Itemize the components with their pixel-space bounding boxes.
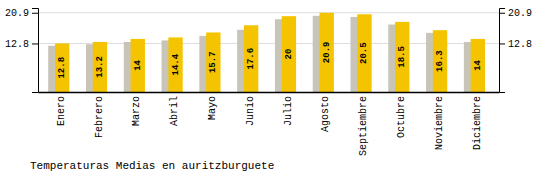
bars xyxy=(48,13,485,92)
data-label: 12.8 xyxy=(57,57,67,79)
axis-line xyxy=(500,9,506,93)
tick-label: Mayo xyxy=(207,96,218,120)
data-label: 13.2 xyxy=(95,56,105,78)
series xyxy=(48,16,472,92)
tick: Enero xyxy=(56,92,67,126)
data-label: 20.9 xyxy=(322,42,332,64)
tick: Marzo xyxy=(131,92,142,126)
tick: 12.8 xyxy=(499,39,532,50)
bar xyxy=(282,16,296,92)
tick: Noviembre xyxy=(434,92,445,150)
data-label: 17.6 xyxy=(246,48,256,70)
bar xyxy=(357,14,371,92)
tick-mark xyxy=(32,43,38,44)
tick-mark xyxy=(32,13,38,14)
bar xyxy=(206,32,220,92)
bar xyxy=(320,13,334,92)
tick-label: Septiembre xyxy=(358,96,369,156)
tick-label: 20.9 xyxy=(5,8,29,19)
tick: Febrero xyxy=(94,92,105,138)
tick: Mayo xyxy=(207,92,218,120)
axis-line xyxy=(32,9,39,93)
tick-label: Enero xyxy=(56,96,67,126)
data-label: 18.5 xyxy=(397,46,407,68)
x-axis: Enero Febrero Marzo Abril Mayo Junio Julio Agos… xyxy=(39,92,500,156)
tick-label: Junio xyxy=(245,96,256,126)
tick: Diciembre xyxy=(472,92,483,150)
tick-label: Marzo xyxy=(131,96,142,126)
tick: 12.8 xyxy=(5,39,38,50)
y-axis: 12.8 20.9 xyxy=(5,8,39,92)
data-label: 20.5 xyxy=(359,42,369,64)
tick: Junio xyxy=(245,92,256,126)
tick: Agosto xyxy=(320,92,331,132)
bar xyxy=(168,37,182,92)
tick-label: 12.8 xyxy=(5,39,29,50)
bar xyxy=(131,39,145,92)
tick: Octubre xyxy=(396,92,407,138)
title: Temperaturas Medias en auritzburguete xyxy=(30,160,274,172)
tick-label: Julio xyxy=(283,96,294,126)
grid-line xyxy=(38,12,499,13)
bar xyxy=(395,22,409,92)
tick: Abril xyxy=(169,92,180,126)
bar xyxy=(93,42,107,92)
bar xyxy=(433,30,447,92)
tick-label: Diciembre xyxy=(472,96,483,150)
data-labels: 12.8 13.2 14 14.4 15.7 17.6 20 20.9 20.5 18.5 16.3… xyxy=(57,42,483,79)
y-axis-right: 12.8 20.9 xyxy=(499,8,532,92)
tick-label: Febrero xyxy=(94,96,105,138)
tick: Septiembre xyxy=(358,92,369,156)
data-label: 14.4 xyxy=(171,53,181,75)
tick-mark xyxy=(499,13,505,14)
tick: 20.9 xyxy=(5,8,38,19)
bar xyxy=(244,25,258,92)
series xyxy=(55,13,485,92)
plot: 12.8 13.2 14 14.4 15.7 17.6 20 20.9 20.5 18.5 16.3… xyxy=(5,8,532,156)
tick-label: Agosto xyxy=(320,96,331,132)
data-label: 15.7 xyxy=(208,51,218,73)
bar xyxy=(55,43,69,92)
tick-label: 20.9 xyxy=(508,8,532,19)
axis-line xyxy=(39,92,500,94)
tick: Julio xyxy=(283,92,294,126)
tick-mark xyxy=(499,43,505,44)
tick-label: Noviembre xyxy=(434,96,445,150)
chart: 12.8 13.2 14 14.4 15.7 17.6 20 20.9 20.5 18.5 16.3… xyxy=(0,0,537,174)
data-label: 14 xyxy=(473,59,483,70)
data-label: 14 xyxy=(133,59,143,70)
bar xyxy=(471,39,485,92)
tick: 20.9 xyxy=(499,8,532,19)
data-label: 20 xyxy=(284,49,294,60)
data-label: 16.3 xyxy=(435,50,445,72)
tick-label: 12.8 xyxy=(508,39,532,50)
tick-label: Abril xyxy=(169,96,180,126)
tick-label: Octubre xyxy=(396,96,407,138)
